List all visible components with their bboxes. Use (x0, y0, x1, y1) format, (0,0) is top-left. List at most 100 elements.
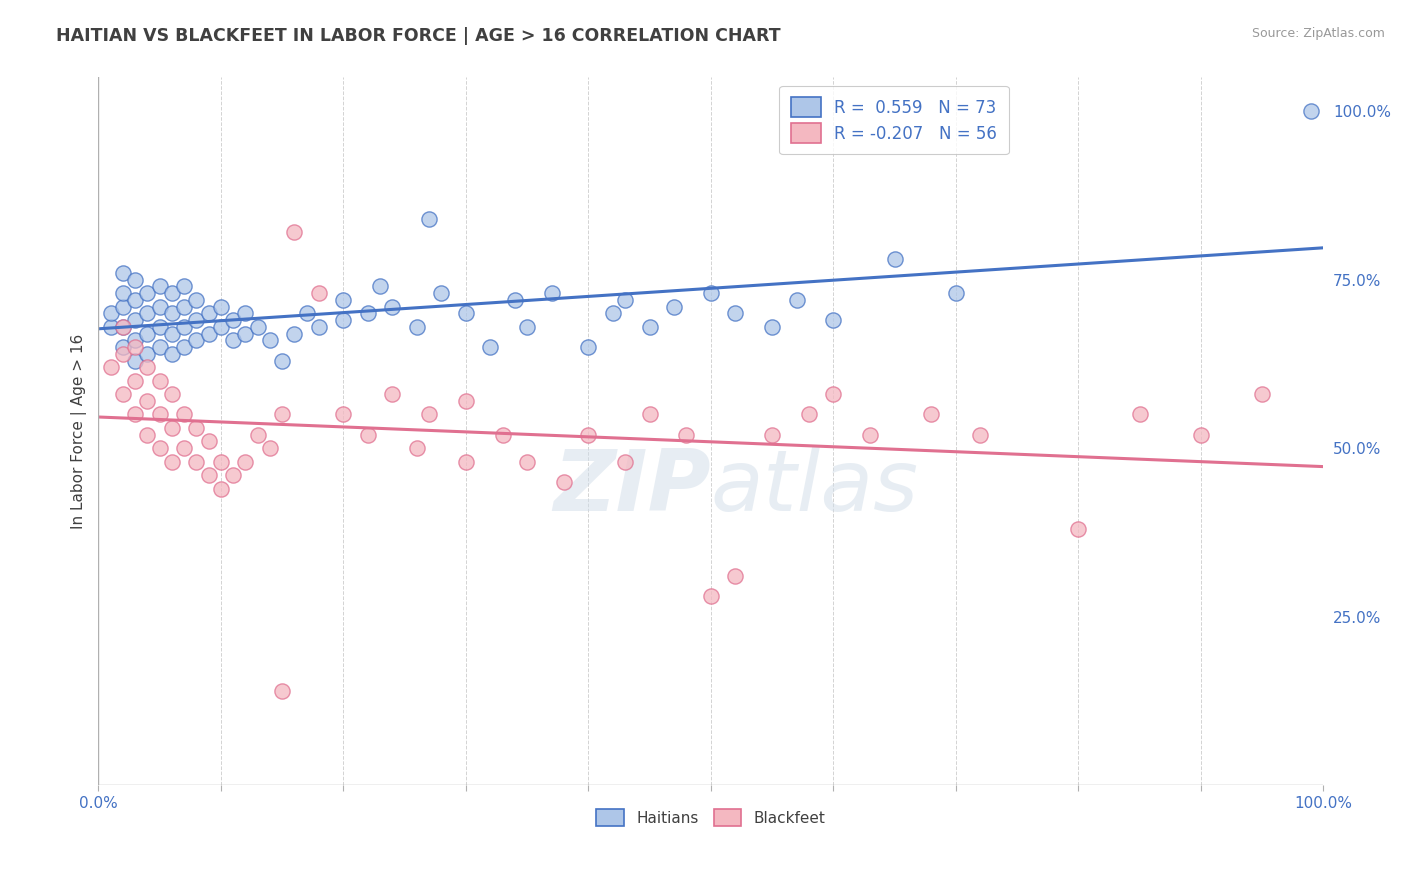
Point (186, 454, 208, 468)
Point (1299, 104, 1322, 119)
Point (662, 300, 685, 314)
Point (136, 360, 159, 375)
Point (100, 319, 122, 334)
Point (295, 306, 318, 320)
Point (283, 326, 305, 341)
Point (823, 387, 845, 401)
Point (173, 319, 195, 334)
Point (418, 211, 440, 226)
Point (111, 319, 134, 334)
Text: ZIP: ZIP (553, 446, 711, 529)
Point (186, 293, 208, 307)
Point (136, 326, 159, 341)
Point (173, 408, 195, 422)
Point (516, 454, 538, 468)
Point (160, 326, 183, 341)
Point (197, 434, 219, 449)
Point (149, 279, 172, 293)
Point (381, 300, 404, 314)
Point (111, 286, 134, 301)
Point (675, 427, 697, 442)
Point (149, 300, 172, 314)
Point (516, 319, 538, 334)
Point (405, 319, 427, 334)
Point (259, 333, 281, 347)
Point (124, 408, 146, 422)
Point (149, 441, 172, 455)
Point (491, 427, 513, 442)
Text: Source: ZipAtlas.com: Source: ZipAtlas.com (1251, 27, 1385, 40)
Point (1128, 408, 1150, 422)
Point (576, 340, 599, 354)
Point (124, 272, 146, 286)
Point (381, 387, 404, 401)
Point (823, 313, 845, 327)
Point (430, 286, 453, 301)
Point (173, 279, 195, 293)
Point (246, 319, 269, 334)
Point (160, 347, 183, 361)
Point (271, 353, 294, 368)
Point (186, 313, 208, 327)
Point (233, 454, 256, 468)
Point (859, 427, 882, 442)
Point (111, 319, 134, 334)
Point (945, 286, 967, 301)
Point (1067, 522, 1090, 536)
Point (332, 313, 354, 327)
Point (209, 482, 232, 496)
Point (160, 306, 183, 320)
Point (124, 313, 146, 327)
Point (246, 427, 269, 442)
Point (602, 306, 624, 320)
Point (136, 286, 159, 301)
Point (111, 347, 134, 361)
Point (124, 374, 146, 388)
Point (553, 475, 575, 489)
Point (454, 306, 477, 320)
Point (173, 300, 195, 314)
Point (920, 408, 942, 422)
Point (124, 340, 146, 354)
Point (614, 293, 637, 307)
Point (308, 286, 330, 301)
Point (186, 333, 208, 347)
Point (222, 333, 245, 347)
Point (614, 454, 637, 468)
Point (100, 360, 122, 375)
Point (368, 279, 391, 293)
Point (233, 326, 256, 341)
Point (111, 387, 134, 401)
Point (111, 300, 134, 314)
Point (136, 347, 159, 361)
Y-axis label: In Labor Force | Age > 16: In Labor Force | Age > 16 (72, 334, 87, 529)
Point (149, 374, 172, 388)
Point (173, 441, 195, 455)
Point (124, 333, 146, 347)
Point (111, 340, 134, 354)
Point (700, 286, 723, 301)
Point (149, 319, 172, 334)
Point (124, 293, 146, 307)
Point (271, 683, 294, 698)
Point (136, 427, 159, 442)
Point (724, 306, 747, 320)
Point (160, 421, 183, 435)
Point (160, 286, 183, 301)
Point (540, 286, 562, 301)
Point (197, 326, 219, 341)
Point (638, 408, 661, 422)
Text: atlas: atlas (711, 446, 918, 529)
Point (209, 300, 232, 314)
Point (136, 306, 159, 320)
Point (222, 313, 245, 327)
Point (479, 340, 502, 354)
Point (160, 454, 183, 468)
Point (271, 408, 294, 422)
Point (173, 340, 195, 354)
Point (786, 293, 808, 307)
Point (283, 226, 305, 240)
Legend: Haitians, Blackfeet: Haitians, Blackfeet (589, 801, 832, 834)
Point (197, 306, 219, 320)
Point (1251, 387, 1274, 401)
